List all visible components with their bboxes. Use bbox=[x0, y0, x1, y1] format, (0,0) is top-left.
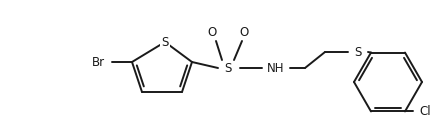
Text: Cl: Cl bbox=[419, 105, 431, 118]
Text: S: S bbox=[161, 36, 169, 48]
Text: S: S bbox=[224, 62, 232, 74]
Text: Br: Br bbox=[92, 55, 105, 69]
Text: O: O bbox=[239, 27, 249, 39]
Text: S: S bbox=[354, 46, 362, 58]
Text: O: O bbox=[207, 27, 216, 39]
Text: NH: NH bbox=[267, 62, 285, 74]
